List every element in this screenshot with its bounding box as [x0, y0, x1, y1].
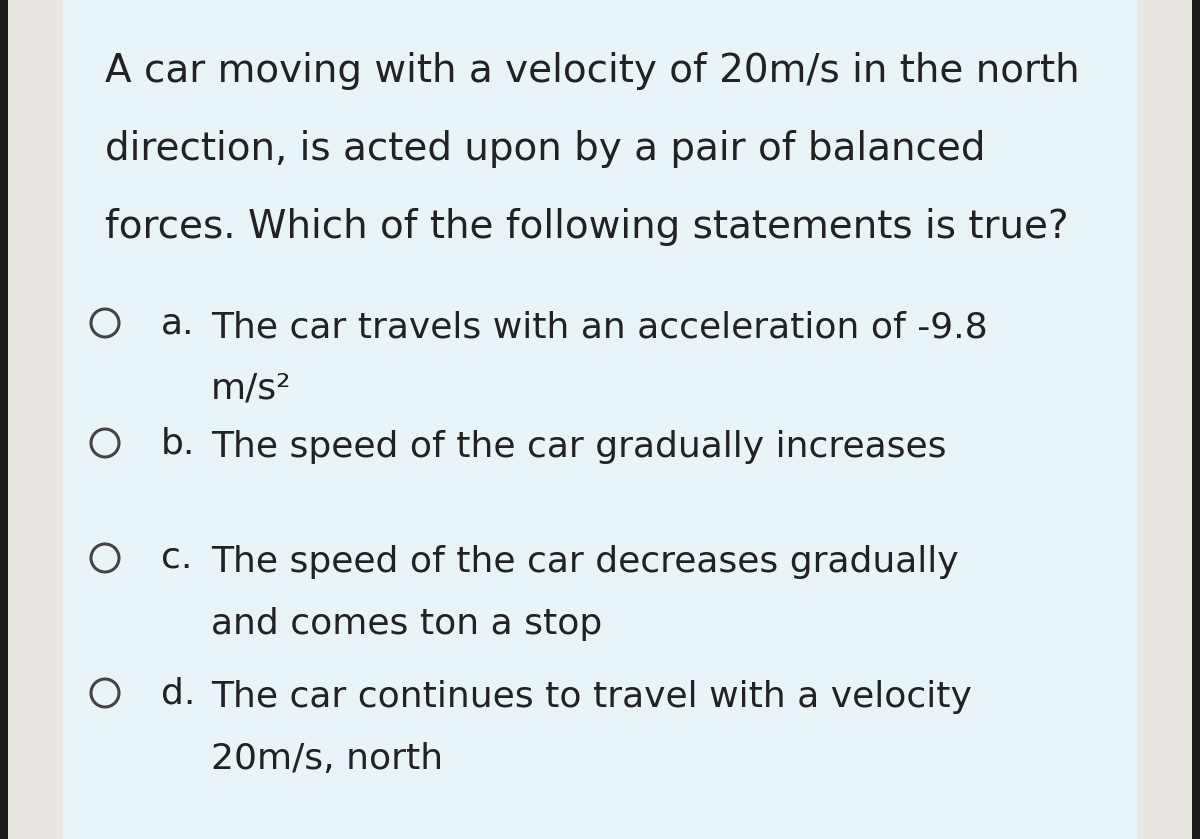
- Circle shape: [91, 544, 119, 572]
- Text: The car continues to travel with a velocity: The car continues to travel with a veloc…: [211, 680, 972, 714]
- Text: m/s²: m/s²: [211, 372, 292, 406]
- Text: forces. Which of the following statements is true?: forces. Which of the following statement…: [106, 208, 1069, 246]
- Circle shape: [91, 429, 119, 457]
- Text: d.: d.: [161, 676, 196, 710]
- Circle shape: [91, 309, 119, 337]
- Text: a.: a.: [161, 306, 194, 340]
- Text: and comes ton a stop: and comes ton a stop: [211, 607, 602, 641]
- Text: 20m/s, north: 20m/s, north: [211, 742, 443, 776]
- Text: The speed of the car decreases gradually: The speed of the car decreases gradually: [211, 545, 959, 579]
- Text: c.: c.: [161, 541, 192, 575]
- Bar: [64, 0, 1138, 839]
- Bar: [1138, 0, 1192, 839]
- Text: A car moving with a velocity of 20m/s in the north: A car moving with a velocity of 20m/s in…: [106, 52, 1080, 90]
- Text: b.: b.: [161, 426, 196, 460]
- Text: The speed of the car gradually increases: The speed of the car gradually increases: [211, 430, 947, 464]
- Circle shape: [91, 679, 119, 707]
- Text: direction, is acted upon by a pair of balanced: direction, is acted upon by a pair of ba…: [106, 130, 985, 168]
- Text: The car travels with an acceleration of -9.8: The car travels with an acceleration of …: [211, 310, 988, 344]
- Bar: [8, 0, 64, 839]
